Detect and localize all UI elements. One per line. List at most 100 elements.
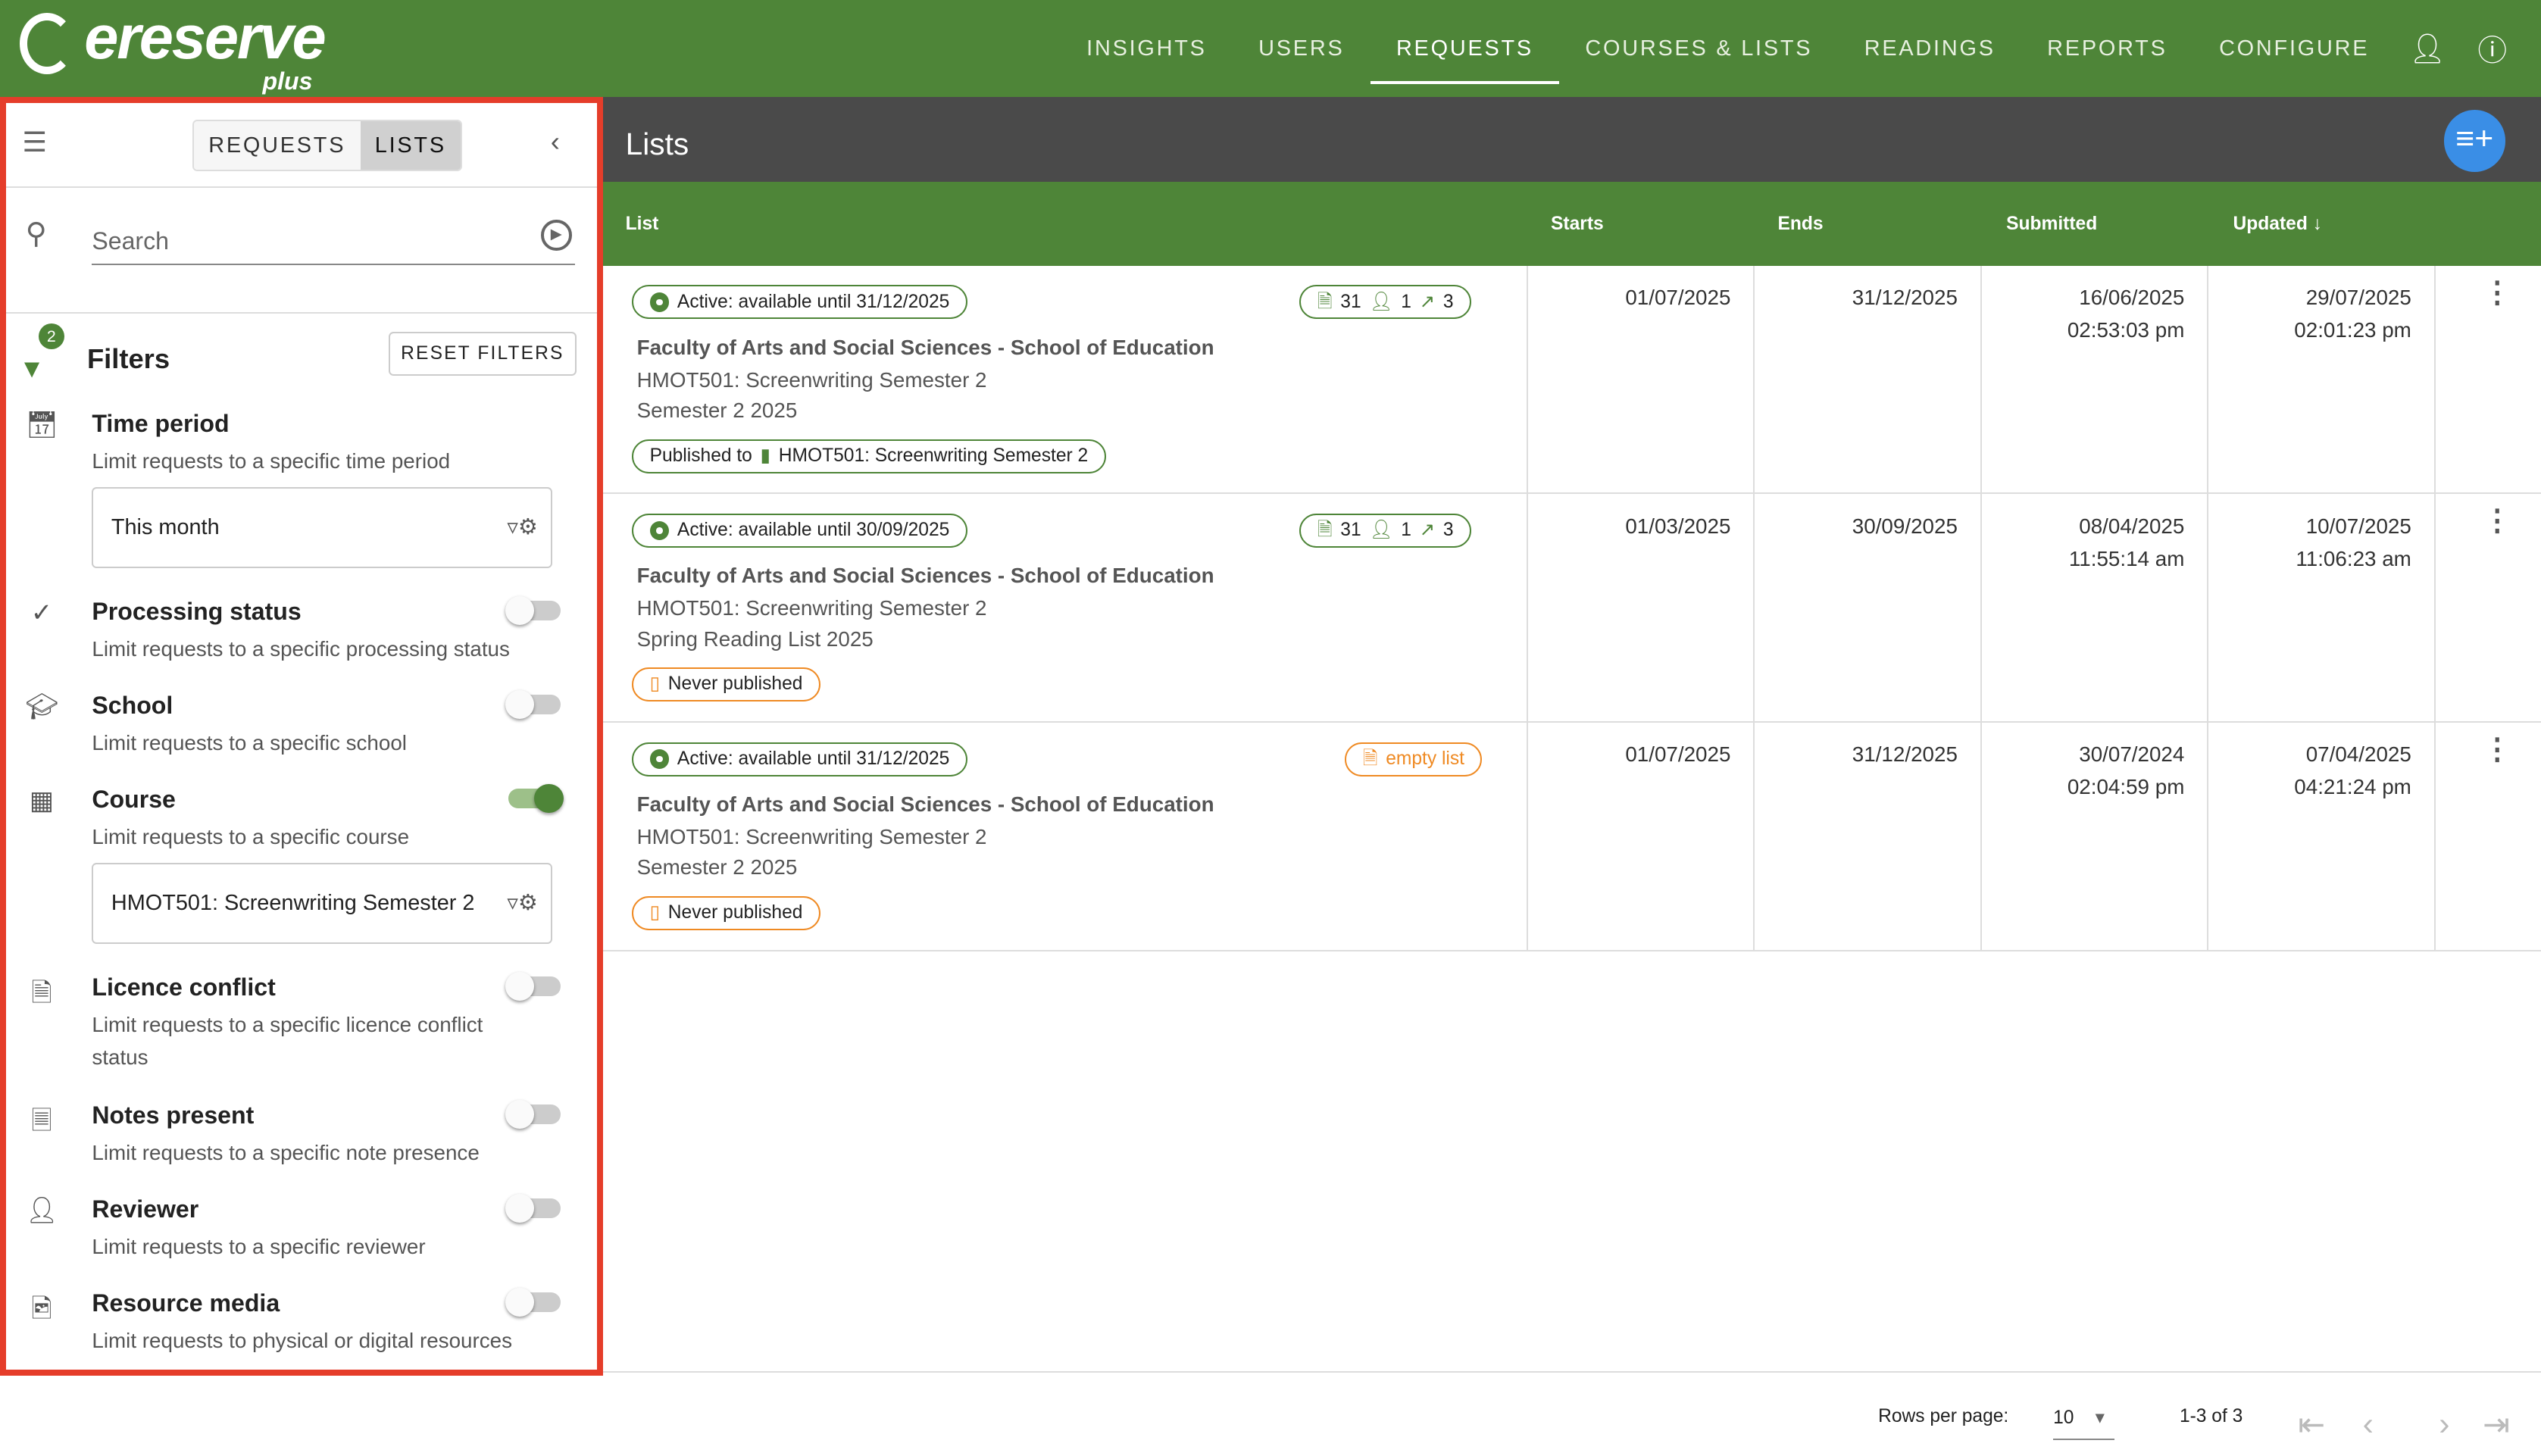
lists-panel: Lists ≡+ List Starts Ends Submitted Updat… bbox=[602, 97, 2541, 1456]
last-page-icon[interactable]: ⇥ bbox=[2482, 1407, 2510, 1444]
rows-per-page-select[interactable]: 10 ▾ bbox=[2053, 1406, 2115, 1441]
table-header: List Starts Ends Submitted Updated ↓ bbox=[602, 181, 2541, 266]
table-row[interactable]: Active: available until 30/09/2025 🗎︎ 31 👤… bbox=[602, 494, 2541, 723]
external-link-icon: ↗ bbox=[1419, 291, 1436, 312]
starts-cell: 01/07/2025 bbox=[1526, 722, 1753, 951]
starts-cell: 01/03/2025 bbox=[1526, 494, 1753, 723]
nav-users[interactable]: USERS bbox=[1258, 36, 1345, 61]
ends-cell: 31/12/2025 bbox=[1753, 265, 1980, 495]
submit-search-icon[interactable]: ▶ bbox=[540, 220, 572, 251]
add-list-button[interactable]: ≡+ bbox=[2443, 110, 2505, 172]
nav-requests[interactable]: REQUESTS bbox=[1370, 0, 1559, 97]
course-icon: ▦ bbox=[29, 786, 55, 815]
external-link-icon: ↗ bbox=[1419, 520, 1436, 541]
empty-list-chip: 🗎︎ empty list bbox=[1345, 742, 1483, 776]
active-icon bbox=[649, 749, 670, 769]
course: HMOT501: Screenwriting Semester 2 bbox=[636, 596, 987, 620]
col-submitted[interactable]: Submitted bbox=[2006, 214, 2098, 235]
bookmark-icon: ▮ bbox=[760, 445, 771, 466]
active-icon bbox=[649, 520, 670, 541]
resource-media-toggle[interactable] bbox=[505, 1287, 561, 1317]
notes-present-toggle[interactable] bbox=[505, 1099, 561, 1129]
counts-chip[interactable]: 🗎︎ 31 👤︎ 1 ↗ 3 bbox=[1299, 514, 1471, 548]
col-list[interactable]: List bbox=[625, 214, 659, 235]
toggle-requests[interactable]: REQUESTS bbox=[193, 120, 361, 170]
reset-filters-button[interactable]: RESET FILTERS bbox=[388, 331, 577, 376]
toggle-lists[interactable]: LISTS bbox=[360, 120, 461, 170]
course: HMOT501: Screenwriting Semester 2 bbox=[636, 824, 987, 848]
nav-configure[interactable]: CONFIGURE bbox=[2219, 36, 2370, 61]
list-name[interactable]: Semester 2 2025 bbox=[636, 398, 798, 423]
sort-desc-icon: ↓ bbox=[2312, 214, 2322, 235]
processing-status-toggle[interactable] bbox=[505, 595, 561, 626]
document-icon: 🗎︎ bbox=[1317, 520, 1333, 541]
course: HMOT501: Screenwriting Semester 2 bbox=[636, 367, 987, 392]
active-icon bbox=[649, 292, 670, 312]
bookmark-outline-icon: ▯ bbox=[649, 673, 661, 695]
school-icon: 🎓︎ bbox=[25, 692, 59, 721]
more-options-icon[interactable]: ⋮ bbox=[2482, 276, 2512, 309]
empty-doc-icon: 🗎︎ bbox=[1362, 748, 1378, 769]
media-icon: 🖻︎ bbox=[31, 1295, 52, 1324]
reviewer-toggle[interactable] bbox=[505, 1193, 561, 1223]
licence-icon: 🗎︎ bbox=[31, 978, 52, 1008]
nav-courses-lists[interactable]: COURSES & LISTS bbox=[1585, 36, 1813, 61]
faculty: Faculty of Arts and Social Sciences - Sc… bbox=[636, 564, 1214, 588]
table-row[interactable]: Active: available until 31/12/2025 🗎︎ 31 👤… bbox=[602, 265, 2541, 495]
school-toggle[interactable] bbox=[505, 689, 561, 720]
person-icon: 👤︎ bbox=[25, 1195, 59, 1225]
main-nav: INSIGHTS USERS REQUESTS COURSES & LISTS … bbox=[1061, 0, 2541, 97]
logo[interactable]: ereserve plus bbox=[19, 3, 377, 97]
search-input[interactable]: Search bbox=[92, 223, 530, 266]
filter-settings-icon[interactable]: ▿⚙ bbox=[507, 891, 538, 916]
faculty: Faculty of Arts and Social Sciences - Sc… bbox=[636, 792, 1214, 816]
person-icon: 👤︎ bbox=[1369, 520, 1393, 541]
page-title: Lists bbox=[625, 127, 689, 162]
course-toggle[interactable] bbox=[508, 783, 564, 814]
search-underline bbox=[92, 264, 575, 266]
counts-chip[interactable]: 🗎︎ 31 👤︎ 1 ↗ 3 bbox=[1299, 285, 1471, 320]
licence-conflict-toggle[interactable] bbox=[505, 971, 561, 1001]
filter-icon: ▼ bbox=[19, 354, 45, 383]
filter-sidebar: ☰ REQUESTS LISTS ‹ ⚲ Search ▶ ▼ 2 Filter… bbox=[0, 97, 603, 1376]
help-icon[interactable]: ⓘ bbox=[2477, 35, 2508, 68]
table-row[interactable]: Active: available until 31/12/2025 🗎︎ emp… bbox=[602, 722, 2541, 951]
filter-settings-icon[interactable]: ▿⚙ bbox=[507, 515, 538, 540]
col-starts[interactable]: Starts bbox=[1551, 214, 1604, 235]
ends-cell: 30/09/2025 bbox=[1753, 494, 1980, 723]
account-icon[interactable]: 👤︎ bbox=[2408, 32, 2446, 65]
list-name[interactable]: Semester 2 2025 bbox=[636, 855, 798, 880]
nav-readings[interactable]: READINGS bbox=[1864, 36, 1996, 61]
col-updated[interactable]: Updated ↓ bbox=[2233, 214, 2322, 235]
status-chip: Active: available until 30/09/2025 bbox=[632, 514, 967, 548]
status-chip: Active: available until 31/12/2025 bbox=[632, 742, 967, 776]
faculty: Faculty of Arts and Social Sciences - Sc… bbox=[636, 335, 1214, 359]
submitted-cell: 30/07/2024 02:04:59 pm bbox=[1980, 722, 2207, 951]
ends-cell: 31/12/2025 bbox=[1753, 722, 1980, 951]
next-page-icon[interactable]: › bbox=[2439, 1406, 2450, 1443]
list-view-icon[interactable]: ☰ bbox=[22, 127, 47, 158]
updated-cell: 29/07/2025 02:01:23 pm bbox=[2207, 265, 2433, 495]
more-options-icon[interactable]: ⋮ bbox=[2482, 733, 2512, 766]
search-icon: ⚲ bbox=[25, 217, 47, 251]
starts-cell: 01/07/2025 bbox=[1526, 265, 1753, 495]
more-options-icon[interactable]: ⋮ bbox=[2482, 505, 2512, 538]
course-select[interactable]: HMOT501: Screenwriting Semester 2 ▿⚙ bbox=[92, 863, 552, 945]
pagination: Rows per page: 10 ▾ 1-3 of 3 ⇤ ‹ › ⇥ bbox=[602, 1370, 2541, 1456]
time-period-select[interactable]: This month ▿⚙ bbox=[92, 487, 552, 569]
nav-reports[interactable]: REPORTS bbox=[2047, 36, 2168, 61]
collapse-icon[interactable]: ‹ bbox=[550, 126, 560, 158]
document-icon: 🗎︎ bbox=[1317, 291, 1333, 312]
calendar-icon: 📅︎ bbox=[25, 410, 59, 439]
check-circle-icon: ✓ bbox=[30, 598, 53, 627]
top-bar: ereserve plus INSIGHTS USERS REQUESTS COU… bbox=[0, 0, 2541, 98]
never-published-chip: ▯ Never published bbox=[632, 895, 820, 930]
published-chip[interactable]: Published to ▮ HMOT501: Screenwriting Seme… bbox=[632, 439, 1106, 473]
first-page-icon[interactable]: ⇤ bbox=[2298, 1407, 2325, 1444]
prev-page-icon[interactable]: ‹ bbox=[2362, 1406, 2374, 1443]
list-name[interactable]: Spring Reading List 2025 bbox=[636, 626, 874, 651]
nav-insights[interactable]: INSIGHTS bbox=[1086, 36, 1207, 61]
notes-icon: 🗏︎ bbox=[31, 1106, 52, 1136]
updated-cell: 07/04/2025 04:21:24 pm bbox=[2207, 722, 2433, 951]
col-ends[interactable]: Ends bbox=[1777, 214, 1824, 235]
